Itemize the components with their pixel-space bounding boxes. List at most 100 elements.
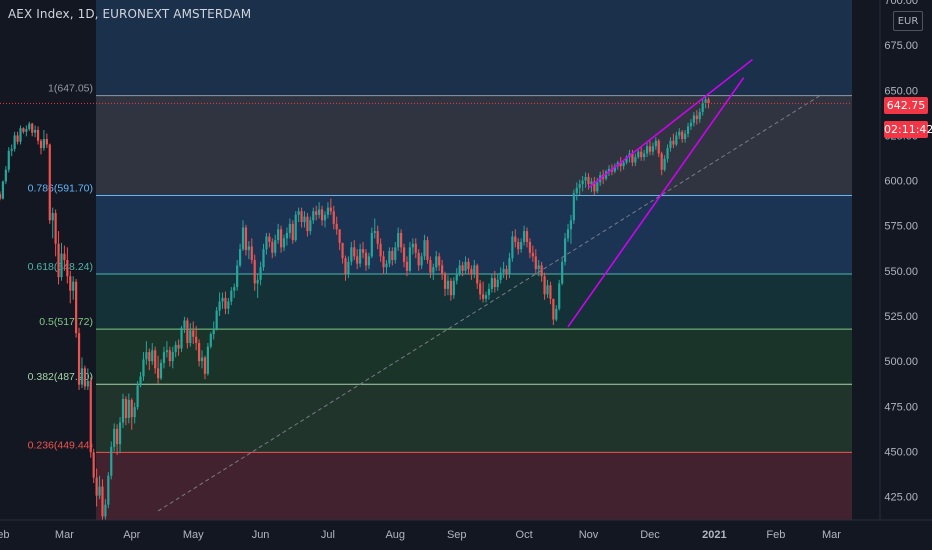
- candle-body: [247, 246, 250, 251]
- candle-body: [701, 102, 704, 112]
- price-tick-label: 425.00: [884, 492, 918, 504]
- candle-body: [543, 276, 546, 295]
- time-axis-background: [0, 520, 932, 550]
- last-price-tag: 642.75: [884, 97, 928, 114]
- candle-body: [619, 162, 622, 167]
- candle-body: [581, 180, 584, 185]
- time-tick-label: Nov: [579, 529, 599, 541]
- fib-zone-0.236: [96, 452, 852, 520]
- candle-body: [259, 267, 262, 280]
- candle-body: [578, 184, 581, 188]
- candle-body: [265, 236, 268, 250]
- candle-body: [162, 352, 166, 363]
- candle-body: [1, 181, 5, 199]
- candle-body: [514, 236, 517, 242]
- candle-body: [42, 139, 46, 149]
- candle-body: [224, 297, 227, 309]
- candle-body: [341, 242, 344, 259]
- wedge-upper-line: [588, 58, 753, 189]
- fib-zone-0.382: [96, 384, 852, 453]
- candle-body: [637, 151, 640, 158]
- candle-body: [241, 227, 245, 250]
- price-tick-label: 575.00: [884, 221, 918, 233]
- candle-body: [121, 399, 125, 423]
- candle-body: [361, 249, 365, 253]
- price-tick-label: 650.00: [884, 85, 918, 97]
- candle-body: [54, 213, 57, 244]
- candle-body: [57, 243, 60, 278]
- candle-body: [282, 238, 286, 248]
- candle-body: [704, 99, 707, 103]
- candle-body: [168, 350, 171, 362]
- candle-body: [233, 287, 236, 291]
- fib-level-label: 0.236(449.44): [28, 439, 93, 451]
- candle-body: [370, 232, 373, 257]
- candle-body: [10, 148, 13, 151]
- candle-body: [373, 231, 376, 233]
- candle-body: [0, 194, 2, 199]
- fib-level-label: 0.5(517.72): [39, 316, 93, 328]
- candle-body: [244, 227, 248, 251]
- candle-body: [672, 140, 675, 145]
- candle-body: [154, 350, 157, 369]
- candle-body: [203, 357, 207, 374]
- candle-body: [429, 260, 432, 273]
- candle-body: [382, 256, 385, 268]
- candle-body: [189, 330, 192, 344]
- candle-body: [7, 150, 10, 170]
- candle-body: [423, 240, 426, 257]
- candle-body: [681, 131, 684, 140]
- currency-selector[interactable]: EUR: [893, 11, 923, 31]
- price-tick-label: 550.00: [884, 266, 918, 278]
- candle-body: [297, 211, 300, 215]
- candle-body: [69, 276, 72, 291]
- time-tick-label: Sep: [447, 529, 467, 541]
- candle-body: [405, 261, 409, 271]
- candle-body: [104, 504, 107, 517]
- candle-body: [215, 310, 218, 329]
- candle-body: [174, 344, 177, 353]
- candle-body: [118, 422, 122, 445]
- candle-body: [481, 294, 485, 299]
- candle-body: [640, 151, 643, 158]
- wedge-lower-line: [567, 77, 745, 328]
- candle-body: [335, 223, 338, 230]
- candle-body: [36, 130, 40, 141]
- candle-body: [631, 153, 634, 163]
- candle-body: [48, 144, 51, 221]
- candle-body: [534, 256, 537, 270]
- candle-body: [499, 272, 502, 280]
- candle-body: [525, 231, 529, 242]
- candle-body: [72, 281, 75, 291]
- candle-body: [268, 236, 271, 242]
- candle-body: [443, 274, 447, 289]
- trend-line: [157, 95, 821, 512]
- price-tick-label: 475.00: [884, 401, 918, 413]
- candle-body: [306, 216, 309, 232]
- candle-body: [262, 249, 265, 268]
- price-tick-label: 500.00: [884, 356, 918, 368]
- candle-body: [411, 243, 414, 248]
- candle-body: [63, 253, 66, 260]
- candle-body: [186, 320, 189, 344]
- candle-body: [92, 452, 95, 478]
- candle-body: [490, 278, 493, 289]
- candle-body: [648, 146, 652, 152]
- candle-body: [356, 256, 359, 264]
- candle-body: [634, 157, 637, 163]
- candle-body: [441, 265, 444, 275]
- candle-body: [663, 158, 666, 170]
- candle-body: [651, 146, 655, 152]
- candle-body: [569, 220, 573, 230]
- candle-body: [546, 285, 549, 295]
- candle-body: [130, 399, 133, 418]
- candle-body: [549, 285, 552, 299]
- candle-body: [698, 111, 701, 120]
- candle-body: [528, 241, 532, 253]
- price-tick-label: 700.00: [884, 0, 918, 7]
- candle-body: [473, 265, 476, 275]
- time-tick-label: Oct: [516, 529, 533, 541]
- candle-body: [151, 350, 154, 362]
- candle-body: [537, 265, 540, 270]
